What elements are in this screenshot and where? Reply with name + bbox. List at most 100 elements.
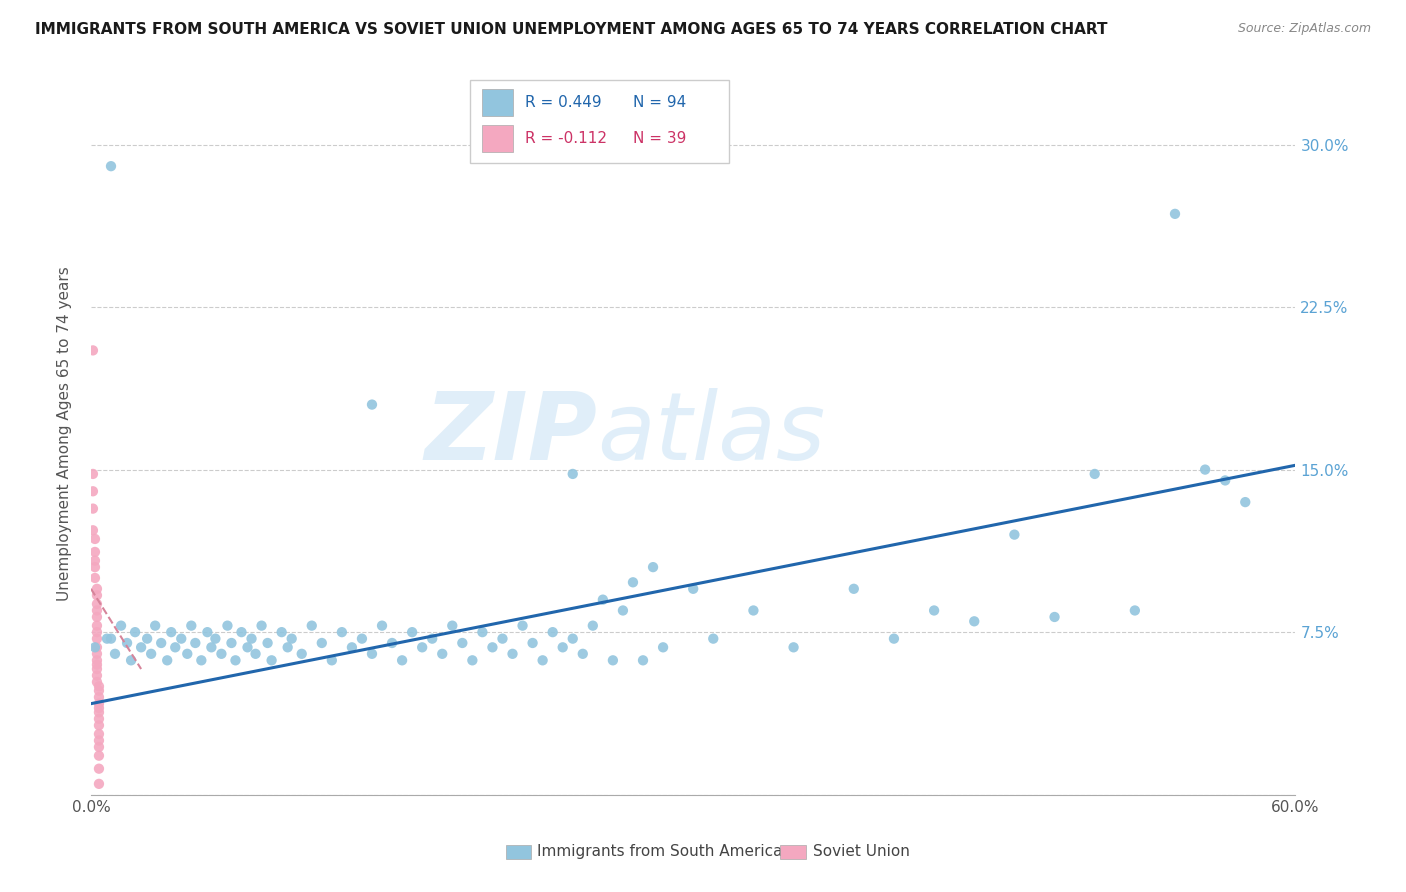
Point <box>432 647 454 661</box>
Point <box>86 610 108 624</box>
Point <box>84 640 107 655</box>
Point <box>1194 462 1216 476</box>
Point <box>641 560 664 574</box>
Point <box>1164 207 1187 221</box>
Point <box>420 632 443 646</box>
Text: Immigrants from South America: Immigrants from South America <box>537 845 783 859</box>
Point <box>82 343 104 358</box>
Point <box>195 625 218 640</box>
Point <box>250 618 273 632</box>
Point <box>86 653 108 667</box>
Text: ZIP: ZIP <box>425 388 596 480</box>
Text: R = 0.449: R = 0.449 <box>524 95 602 110</box>
Point <box>291 647 314 661</box>
Point <box>631 653 654 667</box>
Point <box>190 653 212 667</box>
Point <box>541 625 564 640</box>
Point <box>491 632 513 646</box>
Point <box>82 523 104 537</box>
Point <box>87 727 110 741</box>
Point <box>156 653 179 667</box>
Point <box>184 636 207 650</box>
Point <box>361 398 384 412</box>
Point <box>883 632 905 646</box>
Point <box>84 554 107 568</box>
Point <box>87 733 110 747</box>
Point <box>301 618 323 632</box>
Point <box>602 653 624 667</box>
Point <box>82 467 104 481</box>
Point <box>411 640 433 655</box>
Point <box>87 679 110 693</box>
Point <box>330 625 353 640</box>
Point <box>682 582 704 596</box>
Point <box>87 706 110 720</box>
Point <box>86 668 108 682</box>
Point <box>441 618 464 632</box>
Point <box>115 636 138 650</box>
Bar <box>482 89 513 116</box>
Point <box>245 647 267 661</box>
Point <box>922 603 945 617</box>
Point <box>86 603 108 617</box>
Point <box>141 647 163 661</box>
Point <box>110 618 132 632</box>
Point <box>87 739 110 754</box>
Point <box>531 653 554 667</box>
Point <box>471 625 494 640</box>
Point <box>86 675 108 690</box>
Point <box>200 640 222 655</box>
Point <box>87 762 110 776</box>
Point <box>571 647 593 661</box>
Point <box>209 647 232 661</box>
Point <box>84 532 107 546</box>
Point <box>136 632 159 646</box>
Point <box>82 484 104 499</box>
Text: R = -0.112: R = -0.112 <box>524 131 606 146</box>
Point <box>461 653 484 667</box>
Text: N = 94: N = 94 <box>633 95 686 110</box>
Text: IMMIGRANTS FROM SOUTH AMERICA VS SOVIET UNION UNEMPLOYMENT AMONG AGES 65 TO 74 Y: IMMIGRANTS FROM SOUTH AMERICA VS SOVIET … <box>35 22 1108 37</box>
Point <box>963 615 986 629</box>
Point <box>86 657 108 672</box>
Point <box>381 636 404 650</box>
Point <box>1213 474 1236 488</box>
FancyBboxPatch shape <box>471 80 730 163</box>
Point <box>231 625 253 640</box>
Point <box>87 697 110 711</box>
Point <box>1084 467 1107 481</box>
Point <box>582 618 605 632</box>
Point <box>361 647 384 661</box>
Point <box>87 712 110 726</box>
Point <box>236 640 259 655</box>
Point <box>86 640 108 655</box>
Point <box>221 636 243 650</box>
Point <box>561 632 583 646</box>
Text: atlas: atlas <box>596 388 825 479</box>
Point <box>612 603 634 617</box>
Text: N = 39: N = 39 <box>633 131 686 146</box>
Point <box>371 618 394 632</box>
Point <box>391 653 413 667</box>
Point <box>311 636 333 650</box>
Text: Soviet Union: Soviet Union <box>813 845 910 859</box>
Point <box>86 647 108 661</box>
Point <box>124 625 146 640</box>
Point <box>1002 527 1025 541</box>
Point <box>401 625 423 640</box>
Point <box>1234 495 1257 509</box>
Point <box>592 592 614 607</box>
Point <box>129 640 152 655</box>
Y-axis label: Unemployment Among Ages 65 to 74 years: Unemployment Among Ages 65 to 74 years <box>58 267 72 601</box>
Point <box>217 618 239 632</box>
Point <box>86 632 108 646</box>
Text: Source: ZipAtlas.com: Source: ZipAtlas.com <box>1237 22 1371 36</box>
Point <box>652 640 675 655</box>
Point <box>87 748 110 763</box>
Point <box>160 625 183 640</box>
Point <box>87 718 110 732</box>
Point <box>150 636 173 650</box>
Bar <box>482 125 513 153</box>
Point <box>96 632 118 646</box>
Point <box>86 618 108 632</box>
